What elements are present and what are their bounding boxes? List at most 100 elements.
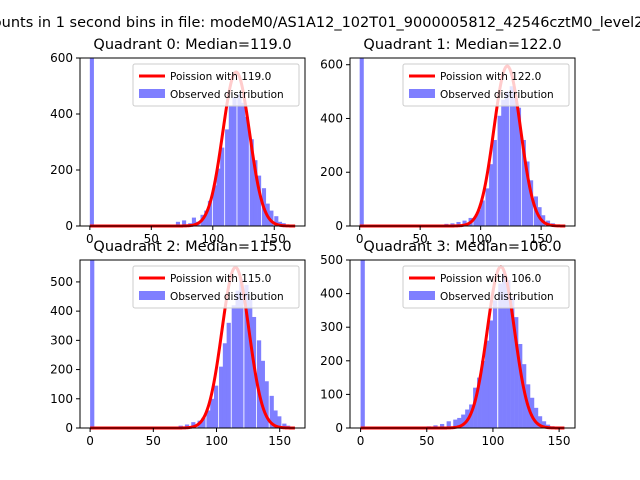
histogram-bar	[210, 398, 215, 428]
histogram-bar	[235, 290, 240, 428]
y-tick-label: 0	[65, 219, 73, 233]
histogram-bar	[264, 381, 269, 428]
x-tick-label: 150	[548, 434, 571, 448]
histogram-bar	[504, 91, 509, 226]
y-tick-label: 200	[320, 354, 343, 368]
y-tick-label: 300	[50, 333, 73, 347]
histogram-bar	[213, 385, 219, 428]
subplot-title: Quadrant 2: Median=115.0	[93, 239, 291, 255]
histogram-bar	[529, 180, 534, 226]
histogram-bar	[481, 360, 486, 428]
y-tick-label: 0	[65, 421, 73, 435]
subplot-quadrant-1: 0 50 100 150 0 200 400 600 Quadrant 1: Median=12…	[320, 37, 576, 246]
y-tick-label: 400	[320, 111, 343, 125]
x-tick-label: 50	[146, 434, 161, 448]
legend-box	[132, 265, 300, 309]
histogram-bar	[269, 210, 274, 226]
histogram-bar	[274, 216, 279, 226]
y-tick-label: 500	[50, 275, 73, 289]
histogram-zero-bar	[89, 58, 94, 226]
histogram-bar	[237, 94, 242, 227]
histogram-bar	[175, 221, 180, 226]
subplot-quadrant-2: 0 50 100 150 0 100 200 300 400 500 Quadrant 2: Med…	[50, 239, 306, 448]
histogram-zero-bar	[359, 58, 364, 226]
x-tick-label: 100	[205, 434, 228, 448]
histogram-zero-bar	[90, 260, 95, 428]
y-tick-label: 200	[50, 163, 73, 177]
x-tick-label: 150	[530, 232, 553, 246]
x-tick-label: 100	[469, 232, 492, 246]
axes-frame	[349, 57, 576, 227]
histogram-bar	[232, 97, 237, 226]
y-tick-label: 400	[50, 107, 73, 121]
histogram-bar	[253, 160, 258, 226]
histogram-bar	[182, 220, 187, 226]
histogram-bar	[485, 188, 490, 226]
x-tick-label: 100	[481, 434, 504, 448]
figure-suptitle: Histograms of counts in 1 second bins in…	[0, 15, 640, 31]
x-tick-label: 150	[263, 232, 286, 246]
histogram-bar	[516, 107, 522, 226]
x-tick-label: 0	[356, 232, 364, 246]
histogram-bar	[239, 278, 244, 428]
histogram-bar	[513, 96, 518, 226]
histogram-bar	[541, 421, 547, 428]
histogram-bar	[488, 320, 494, 428]
axes-frame	[349, 259, 576, 429]
histogram-bar	[257, 175, 262, 226]
histogram-bar	[506, 280, 511, 428]
histogram-bar	[269, 395, 274, 428]
x-tick-label: 0	[86, 434, 94, 448]
y-tick-label: 600	[50, 51, 73, 65]
histogram-bar	[498, 283, 503, 428]
histogram-bar	[473, 387, 478, 428]
histogram-bar	[457, 417, 462, 428]
histogram-bar	[277, 416, 282, 428]
histogram-bar	[521, 139, 526, 226]
legend-histogram-swatch	[409, 291, 435, 300]
x-tick-label: 0	[357, 434, 365, 448]
y-tick-label: 0	[335, 219, 343, 233]
legend-histogram-swatch	[139, 291, 165, 300]
subplot-title: Quadrant 0: Median=119.0	[93, 37, 291, 53]
histogram-bar	[533, 407, 539, 428]
x-tick-label: 50	[419, 434, 434, 448]
histogram-bar	[204, 210, 209, 226]
histogram-bar	[222, 343, 228, 428]
legend-histogram-label: Observed distribution	[440, 291, 554, 303]
y-tick-label: 100	[320, 387, 343, 401]
y-tick-label: 200	[50, 363, 73, 377]
histogram-bar	[497, 115, 502, 226]
histogram-bar	[489, 164, 494, 226]
axes-frame	[79, 57, 306, 227]
histogram-bar	[492, 139, 497, 226]
subplot-title: Quadrant 1: Median=122.0	[363, 37, 561, 53]
histogram-bar	[510, 296, 515, 428]
legend-box	[132, 63, 300, 107]
legend-poisson-label: Poission with 115.0	[170, 273, 271, 285]
histogram-bar	[207, 200, 212, 226]
histogram-bar	[231, 305, 236, 428]
histogram-bar	[461, 414, 466, 428]
histogram-bar	[225, 129, 230, 226]
y-tick-label: 0	[335, 421, 343, 435]
y-tick-label: 600	[320, 58, 343, 72]
histogram-bar	[249, 139, 254, 226]
histogram-bar	[473, 216, 478, 226]
histogram-zero-bar	[360, 260, 365, 428]
histogram-bar	[525, 161, 530, 226]
histogram-bar	[216, 168, 221, 226]
histogram-bar	[456, 221, 461, 226]
histogram-bar	[219, 366, 224, 428]
histogram-bar	[514, 317, 519, 428]
histogram-bar	[485, 340, 490, 428]
axes-frame	[79, 259, 306, 429]
x-tick-label: 50	[144, 232, 159, 246]
y-tick-label: 500	[320, 253, 343, 267]
histogram-bar	[206, 410, 211, 428]
legend-histogram-label: Observed distribution	[440, 89, 554, 101]
y-tick-label: 300	[320, 320, 343, 334]
legend-box	[402, 265, 570, 309]
histogram-bar	[477, 377, 482, 428]
